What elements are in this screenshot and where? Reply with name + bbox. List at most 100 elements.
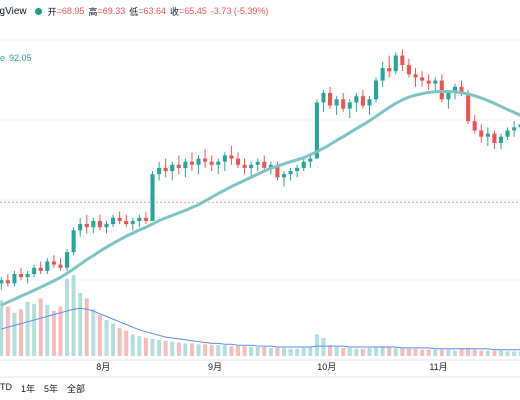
volume-bar bbox=[72, 275, 76, 356]
volume-bar bbox=[354, 349, 358, 356]
volume-bar bbox=[341, 348, 345, 356]
volume-bar bbox=[275, 348, 279, 356]
volume-bar bbox=[427, 350, 431, 356]
volume-bar bbox=[256, 347, 260, 356]
candle bbox=[45, 258, 49, 274]
volume-bar bbox=[26, 302, 30, 356]
candle bbox=[289, 168, 293, 180]
candle bbox=[420, 71, 424, 87]
ohlc-low-label: 低 bbox=[129, 5, 138, 18]
candle bbox=[6, 274, 10, 286]
candle bbox=[413, 68, 417, 87]
candle bbox=[302, 159, 306, 171]
volume-bar bbox=[262, 347, 266, 356]
volume-bar bbox=[12, 313, 16, 356]
candle bbox=[78, 218, 82, 237]
candle bbox=[183, 159, 187, 178]
candle bbox=[374, 77, 378, 102]
volume-bar bbox=[335, 347, 339, 356]
candle bbox=[229, 146, 233, 165]
volume-bars bbox=[0, 275, 520, 356]
candle bbox=[150, 171, 154, 221]
volume-bar bbox=[144, 338, 148, 356]
x-tick-label: 9月 bbox=[208, 362, 222, 372]
ohlc-high-label: 高 bbox=[88, 5, 97, 18]
candle bbox=[354, 93, 358, 112]
volume-bar bbox=[440, 350, 444, 356]
candle bbox=[400, 49, 404, 71]
time-axis-ticks: 8月9月10月11月12月 bbox=[96, 362, 520, 372]
candle bbox=[427, 74, 431, 90]
volume-bar bbox=[506, 352, 510, 357]
volume-bar bbox=[460, 349, 464, 356]
candle bbox=[52, 255, 56, 267]
volume-bar bbox=[105, 320, 109, 356]
range-button-ytd[interactable]: TD bbox=[0, 382, 12, 395]
volume-bar bbox=[243, 346, 247, 356]
candle bbox=[190, 152, 194, 171]
volume-bar bbox=[190, 343, 194, 356]
candle bbox=[367, 96, 371, 115]
volume-bar bbox=[289, 349, 293, 356]
candle bbox=[387, 56, 391, 78]
x-tick-label: 8月 bbox=[96, 362, 110, 372]
volume-bar bbox=[197, 344, 201, 356]
range-button-5y[interactable]: 5年 bbox=[44, 382, 58, 395]
candle bbox=[196, 155, 200, 174]
volume-bar bbox=[361, 349, 365, 356]
candle bbox=[499, 134, 503, 150]
volume-bar bbox=[78, 293, 82, 356]
volume-bar bbox=[433, 350, 437, 356]
volume-bar bbox=[308, 347, 312, 356]
volume-bar bbox=[98, 315, 102, 356]
brand-name: ngView bbox=[0, 6, 27, 17]
candle bbox=[39, 262, 43, 274]
ohlc-header: ngView 开=68.95 高=69.33 低=63.64 收=65.45 -… bbox=[0, 2, 272, 20]
candle bbox=[58, 258, 62, 270]
candle bbox=[262, 155, 266, 171]
candle bbox=[308, 155, 312, 167]
volume-bar bbox=[236, 346, 240, 356]
range-toolbar: TD 1年 5年 全部 bbox=[0, 382, 85, 395]
volume-bar bbox=[348, 348, 352, 356]
volume-bar bbox=[420, 350, 424, 356]
candle bbox=[282, 171, 286, 187]
volume-bar bbox=[229, 346, 233, 356]
status-dot-icon bbox=[35, 8, 42, 15]
volume-bar bbox=[446, 350, 450, 356]
candle bbox=[512, 121, 516, 137]
volume-bar bbox=[39, 298, 43, 356]
volume-bar bbox=[183, 343, 187, 356]
volume-bar bbox=[91, 309, 95, 356]
volume-bar bbox=[479, 351, 483, 356]
candle bbox=[223, 152, 227, 171]
volume-bar bbox=[170, 342, 174, 356]
candle bbox=[348, 99, 352, 118]
volume-bar bbox=[492, 351, 496, 356]
candle bbox=[12, 271, 16, 287]
candle bbox=[203, 149, 207, 168]
candle bbox=[381, 62, 385, 87]
candle bbox=[492, 130, 496, 149]
volume-bar bbox=[512, 352, 516, 357]
candle bbox=[216, 159, 220, 175]
candle bbox=[440, 74, 444, 102]
volume-bar bbox=[124, 331, 128, 356]
volume-bar bbox=[151, 339, 155, 356]
indicator-legend[interactable]: e 92.05 bbox=[0, 53, 32, 63]
range-button-all[interactable]: 全部 bbox=[67, 382, 85, 395]
candle bbox=[104, 221, 108, 233]
candle bbox=[335, 96, 339, 115]
volume-bar bbox=[302, 348, 306, 356]
ohlc-close-label: 收 bbox=[170, 5, 179, 18]
volume-bar bbox=[58, 307, 62, 357]
volume-bar bbox=[52, 311, 56, 356]
x-tick-label: 10月 bbox=[317, 362, 336, 372]
volume-bar bbox=[32, 304, 36, 356]
candle bbox=[486, 127, 490, 146]
volume-bar bbox=[381, 346, 385, 356]
volume-bar bbox=[216, 345, 220, 356]
candle bbox=[321, 90, 325, 112]
range-button-1y[interactable]: 1年 bbox=[21, 382, 35, 395]
